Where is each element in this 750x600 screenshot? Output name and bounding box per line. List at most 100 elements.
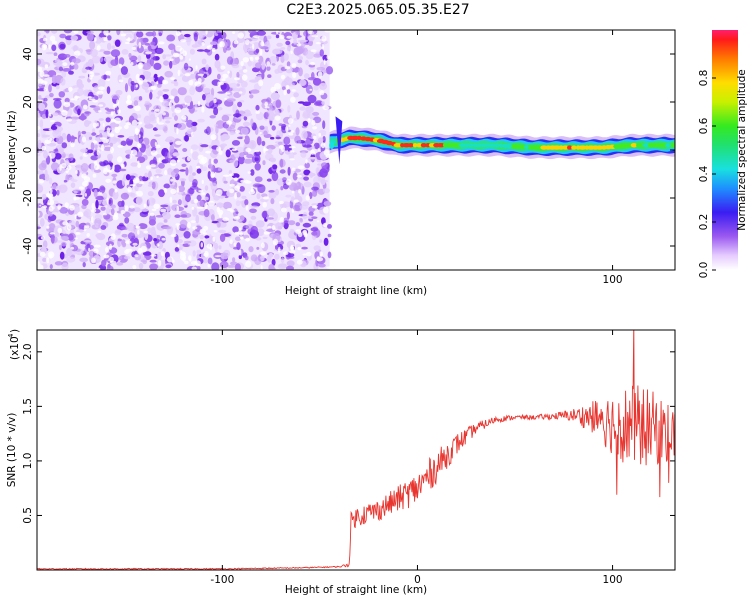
noise-speckle bbox=[313, 53, 322, 58]
noise-gap bbox=[113, 212, 119, 218]
noise-speckle bbox=[317, 137, 324, 143]
noise-gap bbox=[170, 188, 177, 195]
noise-speckle bbox=[322, 54, 329, 62]
noise-gap bbox=[44, 139, 52, 144]
noise-speckle bbox=[169, 60, 173, 69]
noise-gap bbox=[129, 154, 132, 159]
noise-speckle bbox=[266, 35, 272, 40]
noise-speckle bbox=[109, 142, 114, 147]
noise-speckle bbox=[299, 56, 303, 61]
noise-speckle bbox=[186, 119, 194, 128]
noise-speckle bbox=[88, 136, 93, 140]
colorbar-label: Normalized spectral amplitude bbox=[736, 69, 748, 230]
noise-gap bbox=[176, 186, 180, 193]
noise-speckle bbox=[98, 141, 104, 145]
noise-gap bbox=[307, 30, 313, 35]
signal-hotspot bbox=[412, 143, 418, 148]
noise-gap bbox=[218, 81, 224, 86]
noise-speckle bbox=[315, 100, 323, 106]
noise-speckle bbox=[138, 96, 143, 101]
noise-speckle bbox=[58, 91, 66, 98]
noise-speckle bbox=[303, 181, 312, 188]
noise-speckle bbox=[308, 156, 318, 160]
noise-speckle bbox=[198, 142, 204, 152]
noise-gap bbox=[254, 56, 260, 61]
noise-gap bbox=[250, 186, 254, 193]
noise-gap bbox=[82, 180, 89, 187]
noise-gap bbox=[323, 222, 328, 228]
noise-speckle bbox=[319, 168, 328, 178]
noise-gap bbox=[92, 173, 97, 178]
noise-speckle bbox=[45, 51, 54, 55]
noise-gap bbox=[77, 211, 84, 218]
noise-gap bbox=[68, 86, 73, 92]
noise-gap bbox=[105, 70, 112, 76]
noise-speckle bbox=[38, 162, 47, 171]
noise-gap bbox=[127, 94, 131, 101]
noise-speckle bbox=[121, 239, 126, 247]
noise-gap bbox=[233, 177, 239, 181]
noise-speckle bbox=[313, 84, 319, 91]
noise-speckle bbox=[286, 260, 295, 267]
noise-speckle bbox=[141, 62, 152, 70]
noise-speckle bbox=[275, 244, 278, 250]
noise-gap bbox=[110, 146, 114, 154]
noise-speckle bbox=[145, 76, 155, 81]
noise-speckle bbox=[203, 209, 210, 218]
noise-speckle bbox=[197, 118, 205, 123]
noise-speckle bbox=[103, 146, 113, 151]
noise-speckle bbox=[93, 189, 98, 198]
y-tick-label: 1.0 bbox=[22, 453, 34, 470]
noise-speckle bbox=[288, 150, 295, 160]
noise-speckle bbox=[250, 205, 259, 209]
noise-speckle bbox=[320, 178, 326, 186]
noise-gap bbox=[92, 140, 98, 144]
noise-gap bbox=[289, 250, 296, 254]
signal-hotspot bbox=[442, 143, 448, 148]
noise-speckle bbox=[234, 263, 241, 270]
noise-gap bbox=[117, 109, 121, 114]
noise-speckle bbox=[271, 31, 280, 35]
noise-speckle bbox=[267, 74, 272, 78]
noise-gap bbox=[117, 126, 122, 130]
noise-gap bbox=[97, 230, 102, 233]
signal-hotspot bbox=[647, 143, 655, 148]
noise-gap bbox=[234, 77, 240, 81]
y-tick-label: -20 bbox=[22, 189, 34, 206]
noise-speckle bbox=[184, 134, 190, 142]
noise-gap bbox=[234, 192, 238, 200]
noise-speckle bbox=[189, 48, 195, 55]
noise-gap bbox=[229, 173, 234, 176]
signal-hotspot bbox=[567, 145, 573, 150]
noise-speckle bbox=[54, 153, 62, 160]
noise-gap bbox=[157, 260, 162, 267]
figure-title: C2E3.2025.065.05.35.E27 bbox=[286, 2, 469, 18]
noise-gap bbox=[103, 213, 107, 216]
noise-speckle bbox=[114, 39, 121, 47]
noise-speckle bbox=[261, 71, 265, 80]
noise-speckle bbox=[311, 186, 319, 191]
noise-speckle bbox=[105, 111, 112, 115]
noise-speckle bbox=[169, 144, 175, 153]
noise-gap bbox=[233, 216, 241, 220]
noise-speckle bbox=[128, 135, 135, 140]
noise-gap bbox=[78, 186, 84, 190]
noise-gap bbox=[149, 164, 156, 168]
noise-gap bbox=[134, 105, 141, 112]
noise-gap bbox=[176, 205, 180, 212]
noise-gap bbox=[225, 92, 231, 95]
noise-gap bbox=[138, 80, 143, 85]
noise-speckle bbox=[111, 94, 120, 100]
noise-gap bbox=[70, 98, 76, 101]
noise-gap bbox=[226, 120, 233, 125]
colorbar-tick-label: 0.4 bbox=[698, 165, 710, 182]
noise-speckle bbox=[121, 233, 128, 238]
noise-gap bbox=[180, 39, 187, 43]
noise-speckle bbox=[109, 127, 115, 131]
snr-panel: -100 0 100 0.5 1.0 1.5 2.0 Height of straight … bbox=[6, 329, 676, 596]
noise-speckle bbox=[37, 153, 41, 157]
noise-gap bbox=[81, 173, 87, 179]
noise-speckle bbox=[188, 104, 195, 114]
noise-gap bbox=[49, 120, 56, 123]
noise-speckle bbox=[275, 48, 283, 55]
